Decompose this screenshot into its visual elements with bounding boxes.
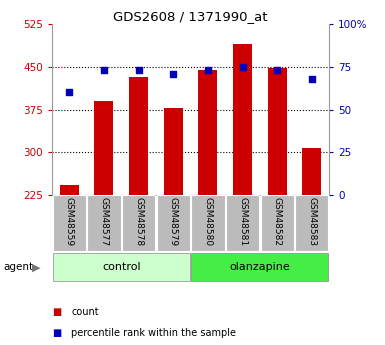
Bar — [226, 196, 259, 251]
Text: GSM48577: GSM48577 — [99, 197, 109, 246]
Bar — [94, 101, 114, 195]
Text: GSM48583: GSM48583 — [307, 197, 316, 246]
Text: GSM48579: GSM48579 — [169, 197, 178, 246]
Point — [101, 68, 107, 73]
Point — [274, 68, 280, 73]
Text: ▶: ▶ — [32, 263, 40, 272]
Text: GSM48581: GSM48581 — [238, 197, 247, 246]
Point — [136, 68, 142, 73]
Text: control: control — [102, 262, 141, 272]
Bar — [129, 77, 148, 195]
Point — [239, 64, 246, 70]
Point — [205, 68, 211, 73]
Bar — [157, 196, 190, 251]
Point — [170, 71, 176, 77]
Point — [66, 90, 72, 95]
Bar — [302, 148, 321, 195]
Bar — [233, 44, 252, 195]
Text: GSM48582: GSM48582 — [273, 197, 282, 246]
Text: percentile rank within the sample: percentile rank within the sample — [71, 328, 236, 338]
Text: count: count — [71, 307, 99, 317]
Bar — [261, 196, 294, 251]
Text: ■: ■ — [52, 307, 61, 317]
Bar — [191, 196, 224, 251]
Bar — [53, 253, 190, 282]
Text: GSM48580: GSM48580 — [203, 197, 213, 246]
Text: GSM48559: GSM48559 — [65, 197, 74, 246]
Bar — [295, 196, 328, 251]
Point — [309, 76, 315, 81]
Text: agent: agent — [4, 263, 34, 272]
Bar — [268, 68, 287, 195]
Text: ■: ■ — [52, 328, 61, 338]
Text: olanzapine: olanzapine — [229, 262, 290, 272]
Bar — [191, 253, 328, 282]
Bar — [87, 196, 121, 251]
Bar — [53, 196, 86, 251]
Bar — [164, 108, 183, 195]
Bar — [198, 70, 218, 195]
Bar — [60, 185, 79, 195]
Bar — [122, 196, 155, 251]
Text: GSM48578: GSM48578 — [134, 197, 143, 246]
Title: GDS2608 / 1371990_at: GDS2608 / 1371990_at — [113, 10, 268, 23]
